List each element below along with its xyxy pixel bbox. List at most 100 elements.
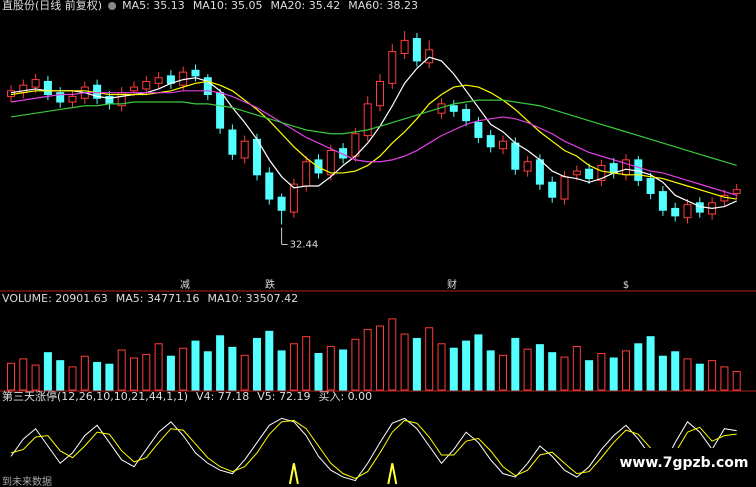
volume-bar xyxy=(646,336,655,391)
volume-bar xyxy=(326,345,335,391)
candle-body xyxy=(400,39,409,54)
candle-body xyxy=(597,164,606,181)
volume-bar xyxy=(437,343,446,391)
volume-bar xyxy=(585,360,594,391)
candle-body xyxy=(130,86,138,92)
legend-item: 第三天涨停(12,26,10,10,21,44,1,1) xyxy=(2,389,188,403)
candle-body xyxy=(43,80,52,96)
candle-body xyxy=(486,135,495,148)
candle-body xyxy=(622,159,630,176)
volume-bar xyxy=(351,338,360,391)
marks: 直股份(日线 前复权) MA5: 35.13 MA10: 35.05 MA20: 35… xyxy=(2,0,741,485)
volume-bar xyxy=(695,363,704,391)
volume-bar xyxy=(658,355,667,391)
volume-bar xyxy=(7,362,15,391)
volume-bar xyxy=(400,333,409,391)
volume-bar xyxy=(142,353,151,391)
line xyxy=(10,80,737,200)
legend-item: 直股份(日线 前复权) xyxy=(2,0,102,12)
candle-body xyxy=(203,77,212,96)
volume-bar xyxy=(548,352,557,391)
candle-body xyxy=(683,204,692,219)
candle-body xyxy=(56,92,65,103)
candle-body xyxy=(68,95,77,103)
candle-body xyxy=(548,181,557,198)
candle-body xyxy=(462,108,471,122)
volume-bar xyxy=(363,329,372,391)
buy-signal xyxy=(387,463,398,485)
legend-item: MA10: 35.05 xyxy=(193,0,263,12)
volume-bar xyxy=(523,348,532,391)
volume-bar xyxy=(240,354,249,391)
volume-bar xyxy=(683,358,692,391)
volume-bar xyxy=(56,360,65,391)
candle-body xyxy=(671,207,680,217)
annotation: 减 xyxy=(180,279,190,291)
volume-bar xyxy=(671,351,680,391)
volume-bar xyxy=(449,347,458,391)
candle-body xyxy=(314,159,323,174)
line xyxy=(10,419,737,480)
buy-signal xyxy=(288,463,299,485)
volume-bar xyxy=(289,343,298,391)
volume-bar xyxy=(117,349,126,391)
volume-bar xyxy=(732,370,741,391)
legend-item: MA20: 35.42 xyxy=(271,0,341,12)
low-label: 32.44 xyxy=(290,239,319,250)
line xyxy=(10,417,737,482)
candle-body xyxy=(289,183,298,213)
annotation: 财 xyxy=(447,278,457,291)
candle-body xyxy=(646,178,655,194)
volume-bar xyxy=(277,350,286,391)
volume-bar xyxy=(560,356,569,391)
volume-bar xyxy=(19,358,28,391)
volume-bar xyxy=(486,350,495,391)
volume-bar xyxy=(80,355,89,391)
legend-item: V5: 72.19 xyxy=(257,390,310,403)
candle-body xyxy=(425,49,434,64)
volume-bar xyxy=(609,357,618,391)
candle-body xyxy=(154,77,163,84)
candle-body xyxy=(339,148,348,159)
legend-item: 买入: 0.00 xyxy=(318,390,372,403)
candle-body xyxy=(560,176,569,200)
volume-bar xyxy=(130,357,138,391)
candle-body xyxy=(511,142,520,170)
legend-item: MA5: 34771.16 xyxy=(116,292,200,305)
annotation: 跌 xyxy=(265,278,275,291)
candle-body xyxy=(142,80,151,90)
volume-bar xyxy=(154,343,163,391)
candle-body xyxy=(523,161,532,172)
volume-bar xyxy=(708,360,717,391)
icon xyxy=(108,2,117,10)
volume-bar xyxy=(203,351,212,391)
volume-bar xyxy=(425,327,434,391)
legend-item: MA60: 38.23 xyxy=(348,0,418,12)
volume-bar xyxy=(388,318,397,391)
line xyxy=(10,90,737,196)
watermark-box xyxy=(612,448,756,478)
volume-bar xyxy=(302,336,311,391)
candle-body xyxy=(585,168,594,180)
volume-bar xyxy=(191,340,200,391)
candle-body xyxy=(474,122,483,138)
legend-item: VOLUME: 20901.63 xyxy=(2,292,108,305)
candle-body xyxy=(376,80,384,107)
candle-body xyxy=(572,170,581,176)
candle-body xyxy=(228,129,237,155)
candle-body xyxy=(240,140,249,159)
volume-bar xyxy=(43,352,52,391)
volume-bar xyxy=(228,346,237,391)
candle-body xyxy=(191,69,200,77)
volume-bar xyxy=(572,345,581,391)
legend-item: MA10: 33507.42 xyxy=(207,292,298,305)
volume-bar xyxy=(105,363,114,391)
volume-bar xyxy=(597,353,606,391)
volume-bar xyxy=(339,349,348,391)
volume-bar xyxy=(720,366,729,391)
volume-bar xyxy=(31,364,40,391)
volume-bar xyxy=(499,354,507,391)
